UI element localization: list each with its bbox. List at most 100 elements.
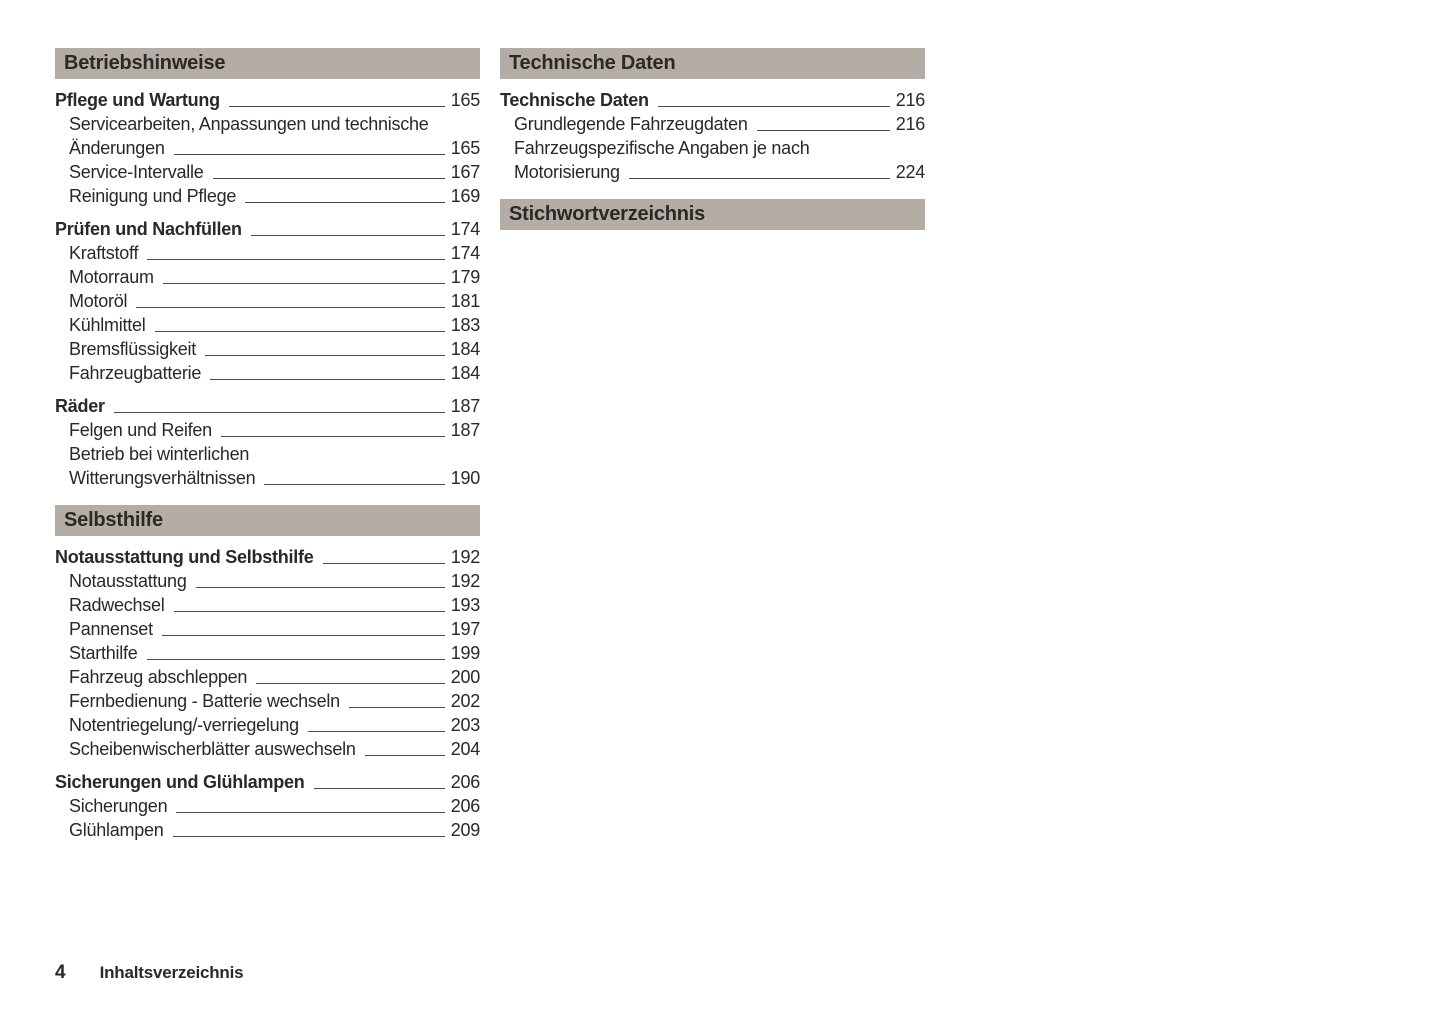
leader-line bbox=[113, 412, 445, 413]
toc-entry[interactable]: Prüfen und Nachfüllen 174 bbox=[55, 217, 480, 241]
toc-entry[interactable]: Witterungsverhältnissen 190 bbox=[55, 466, 480, 490]
toc-entry[interactable]: Betrieb bei winterlichen bbox=[55, 442, 480, 466]
leader-line bbox=[307, 731, 445, 732]
toc-entry-page-number: 174 bbox=[450, 243, 481, 263]
toc-entry-page-number: 200 bbox=[450, 667, 481, 687]
leader-line bbox=[364, 755, 445, 756]
toc-entry[interactable]: Änderungen 165 bbox=[55, 136, 480, 160]
toc-entry[interactable]: Kraftstoff 174 bbox=[55, 241, 480, 265]
toc-entry[interactable]: Radwechsel 193 bbox=[55, 593, 480, 617]
toc-entry-page-number: 184 bbox=[450, 339, 481, 359]
toc-entry-page-number: 199 bbox=[450, 643, 481, 663]
toc-entry[interactable]: Scheibenwischerblätter auswechseln 204 bbox=[55, 737, 480, 761]
toc-entry-page-number: 169 bbox=[450, 186, 481, 206]
toc-entry[interactable]: Motoröl 181 bbox=[55, 289, 480, 313]
toc-column-left: Betriebshinweise Pflege und Wartung 165 Ser… bbox=[55, 48, 480, 842]
leader-line bbox=[322, 563, 445, 564]
toc-entry-label: Reinigung und Pflege bbox=[69, 186, 237, 206]
toc-entry-page-number: 192 bbox=[450, 571, 481, 591]
toc-entry-page-number: 183 bbox=[450, 315, 481, 335]
toc-entry[interactable]: Service-Intervalle 167 bbox=[55, 160, 480, 184]
toc-entry[interactable]: Fahrzeug abschleppen 200 bbox=[55, 665, 480, 689]
toc-entry[interactable]: Felgen und Reifen 187 bbox=[55, 418, 480, 442]
toc-entry-label: Notausstattung bbox=[69, 571, 187, 591]
toc-entry-page-number: 184 bbox=[450, 363, 481, 383]
toc-entry-label: Betrieb bei winterlichen bbox=[69, 444, 250, 464]
toc-entry[interactable]: Räder 187 bbox=[55, 394, 480, 418]
toc-entry[interactable]: Grundlegende Fahrzeugdaten 216 bbox=[500, 112, 925, 136]
toc-entry-page-number: 179 bbox=[450, 267, 481, 287]
leader-line bbox=[154, 331, 445, 332]
toc-entry[interactable]: Fernbedienung - Batterie wechseln 202 bbox=[55, 689, 480, 713]
toc-entry-label: Starthilfe bbox=[69, 643, 138, 663]
toc-entry[interactable]: Fahrzeugspezifische Angaben je nach bbox=[500, 136, 925, 160]
toc-entry[interactable]: Fahrzeugbatterie 184 bbox=[55, 361, 480, 385]
toc-column-right: Technische Daten Technische Daten 216 Grund… bbox=[500, 48, 925, 238]
toc-entry-page-number: 193 bbox=[450, 595, 481, 615]
toc-entry-label: Sicherungen und Glühlampen bbox=[55, 772, 305, 792]
toc-entry-label: Witterungsverhältnissen bbox=[69, 468, 256, 488]
toc-entry[interactable]: Starthilfe 199 bbox=[55, 641, 480, 665]
toc-entry[interactable]: Technische Daten 216 bbox=[500, 88, 925, 112]
toc-entry-page-number: 165 bbox=[450, 90, 481, 110]
toc-entry[interactable]: Kühlmittel 183 bbox=[55, 313, 480, 337]
toc-entry-page-number: 187 bbox=[450, 420, 481, 440]
toc-entry-page-number: 224 bbox=[895, 162, 926, 182]
leader-line bbox=[250, 235, 445, 236]
toc-entry-label: Sicherungen bbox=[69, 796, 168, 816]
toc-entry-label: Änderungen bbox=[69, 138, 165, 158]
toc-entry-label: Bremsflüssigkeit bbox=[69, 339, 197, 359]
toc-entry-label: Grundlegende Fahrzeugdaten bbox=[514, 114, 748, 134]
toc-entry-label: Notentriegelung/-verriegelung bbox=[69, 715, 299, 735]
toc-entry-label: Motorisierung bbox=[514, 162, 620, 182]
toc-entry-label: Räder bbox=[55, 396, 105, 416]
toc-entry-label: Glühlampen bbox=[69, 820, 164, 840]
toc-entry-page-number: 206 bbox=[450, 772, 481, 792]
toc-entry[interactable]: Notentriegelung/-verriegelung 203 bbox=[55, 713, 480, 737]
leader-line bbox=[172, 836, 445, 837]
toc-entry[interactable]: Glühlampen 209 bbox=[55, 818, 480, 842]
leader-line bbox=[146, 659, 445, 660]
leader-line bbox=[173, 154, 445, 155]
toc-entry[interactable]: Sicherungen und Glühlampen 206 bbox=[55, 770, 480, 794]
toc-entry[interactable]: Notausstattung und Selbsthilfe 192 bbox=[55, 545, 480, 569]
toc-entry-label: Kühlmittel bbox=[69, 315, 146, 335]
toc-entry[interactable]: Pflege und Wartung 165 bbox=[55, 88, 480, 112]
toc-entry[interactable]: Notausstattung 192 bbox=[55, 569, 480, 593]
toc-entry-label: Fahrzeugbatterie bbox=[69, 363, 202, 383]
toc-entry-page-number: 206 bbox=[450, 796, 481, 816]
leader-line bbox=[264, 484, 445, 485]
leader-line bbox=[205, 355, 445, 356]
toc-entry-label: Fahrzeugspezifische Angaben je nach bbox=[514, 138, 810, 158]
toc-entry-page-number: 190 bbox=[450, 468, 481, 488]
leader-line bbox=[212, 178, 445, 179]
toc-entry-label: Service-Intervalle bbox=[69, 162, 204, 182]
toc-entry[interactable]: Bremsflüssigkeit 184 bbox=[55, 337, 480, 361]
toc-group: Sicherungen und Glühlampen 206 Sicherungen… bbox=[55, 770, 480, 842]
toc-group: Notausstattung und Selbsthilfe 192 Notauss… bbox=[55, 545, 480, 761]
leader-line bbox=[195, 587, 445, 588]
toc-entry-page-number: 216 bbox=[895, 114, 926, 134]
toc-group: Technische Daten 216 Grundlegende Fahrzeug… bbox=[500, 88, 925, 184]
toc-entry-label: Technische Daten bbox=[500, 90, 649, 110]
toc-entry-page-number: 192 bbox=[450, 547, 481, 567]
toc-entry-label: Prüfen und Nachfüllen bbox=[55, 219, 242, 239]
toc-entry-label: Scheibenwischerblätter auswechseln bbox=[69, 739, 356, 759]
toc-entry[interactable]: Motorraum 179 bbox=[55, 265, 480, 289]
toc-entry[interactable]: Sicherungen 206 bbox=[55, 794, 480, 818]
toc-group: Räder 187 Felgen und Reifen 187 Betrieb bei … bbox=[55, 394, 480, 490]
toc-entry-page-number: 174 bbox=[450, 219, 481, 239]
leader-line bbox=[176, 812, 445, 813]
leader-line bbox=[147, 259, 445, 260]
section-header-bar: Stichwortverzeichnis bbox=[500, 199, 925, 230]
toc-entry[interactable]: Motorisierung 224 bbox=[500, 160, 925, 184]
toc-section: Selbsthilfe Notausstattung und Selbsthilf… bbox=[55, 505, 480, 842]
toc-entry[interactable]: Servicearbeiten, Anpassungen und technis… bbox=[55, 112, 480, 136]
toc-entry[interactable]: Pannenset 197 bbox=[55, 617, 480, 641]
toc-entry-label: Fernbedienung - Batterie wechseln bbox=[69, 691, 340, 711]
toc-section: Technische Daten Technische Daten 216 Grund… bbox=[500, 48, 925, 184]
toc-entry-label: Kraftstoff bbox=[69, 243, 139, 263]
footer-section-label: Inhaltsverzeichnis bbox=[99, 963, 244, 982]
toc-entry-label: Pflege und Wartung bbox=[55, 90, 220, 110]
toc-entry[interactable]: Reinigung und Pflege 169 bbox=[55, 184, 480, 208]
